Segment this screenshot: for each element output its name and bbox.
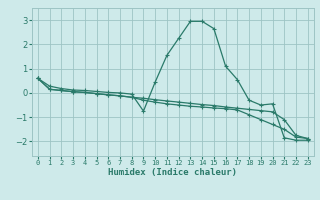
X-axis label: Humidex (Indice chaleur): Humidex (Indice chaleur)	[108, 168, 237, 177]
